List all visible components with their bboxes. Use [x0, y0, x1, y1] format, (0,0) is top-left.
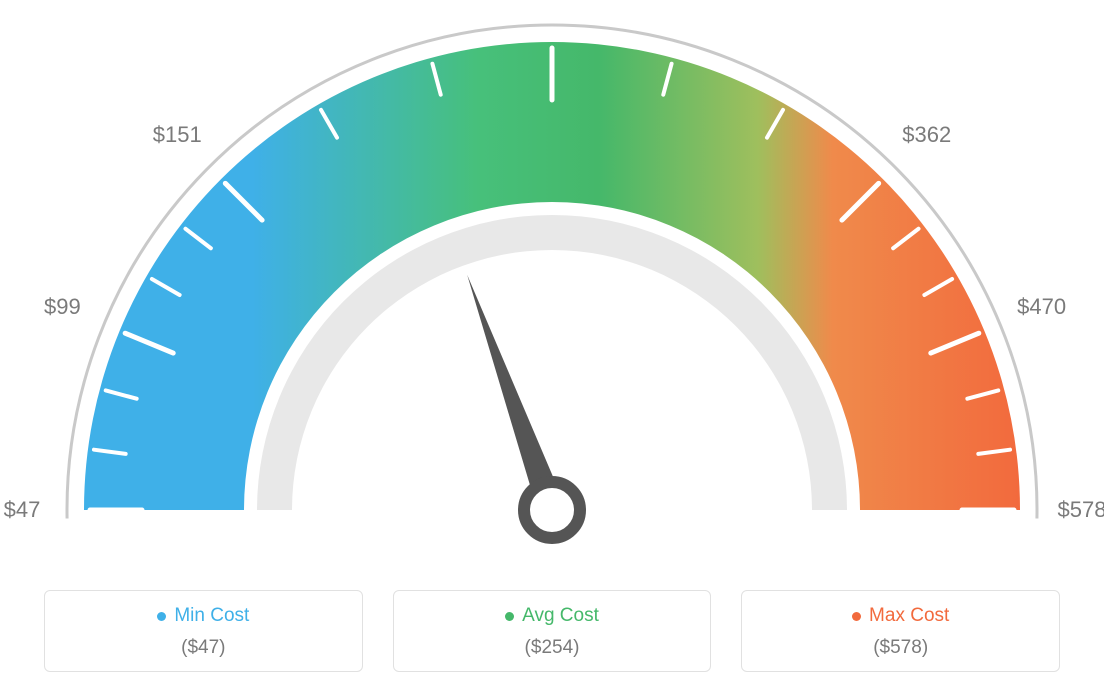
gauge-tick-label: $470 [1017, 294, 1066, 320]
legend-card-min: Min Cost ($47) [44, 590, 363, 672]
legend-label: Min Cost [174, 605, 249, 627]
legend-title-avg: Avg Cost [505, 605, 599, 627]
dot-icon [157, 612, 166, 621]
cost-gauge-widget: $47$99$151$254$362$470$578 Min Cost ($47… [0, 0, 1104, 690]
gauge-tick-label: $99 [44, 294, 81, 320]
gauge-tick-label: $151 [153, 122, 202, 148]
legend-value: ($47) [55, 637, 352, 659]
gauge-chart [0, 0, 1104, 570]
legend-title-min: Min Cost [157, 605, 249, 627]
legend-value: ($254) [404, 637, 701, 659]
dot-icon [852, 612, 861, 621]
legend-value: ($578) [752, 637, 1049, 659]
gauge-tick-label: $47 [4, 497, 41, 523]
legend-card-avg: Avg Cost ($254) [393, 590, 712, 672]
legend-label: Max Cost [869, 605, 949, 627]
gauge-tick-label: $362 [902, 122, 951, 148]
dot-icon [505, 612, 514, 621]
gauge-tick-label: $578 [1058, 497, 1104, 523]
legend-row: Min Cost ($47) Avg Cost ($254) Max Cost … [44, 590, 1060, 672]
legend-title-max: Max Cost [852, 605, 949, 627]
legend-card-max: Max Cost ($578) [741, 590, 1060, 672]
gauge-area: $47$99$151$254$362$470$578 [0, 0, 1104, 570]
legend-label: Avg Cost [522, 605, 599, 627]
